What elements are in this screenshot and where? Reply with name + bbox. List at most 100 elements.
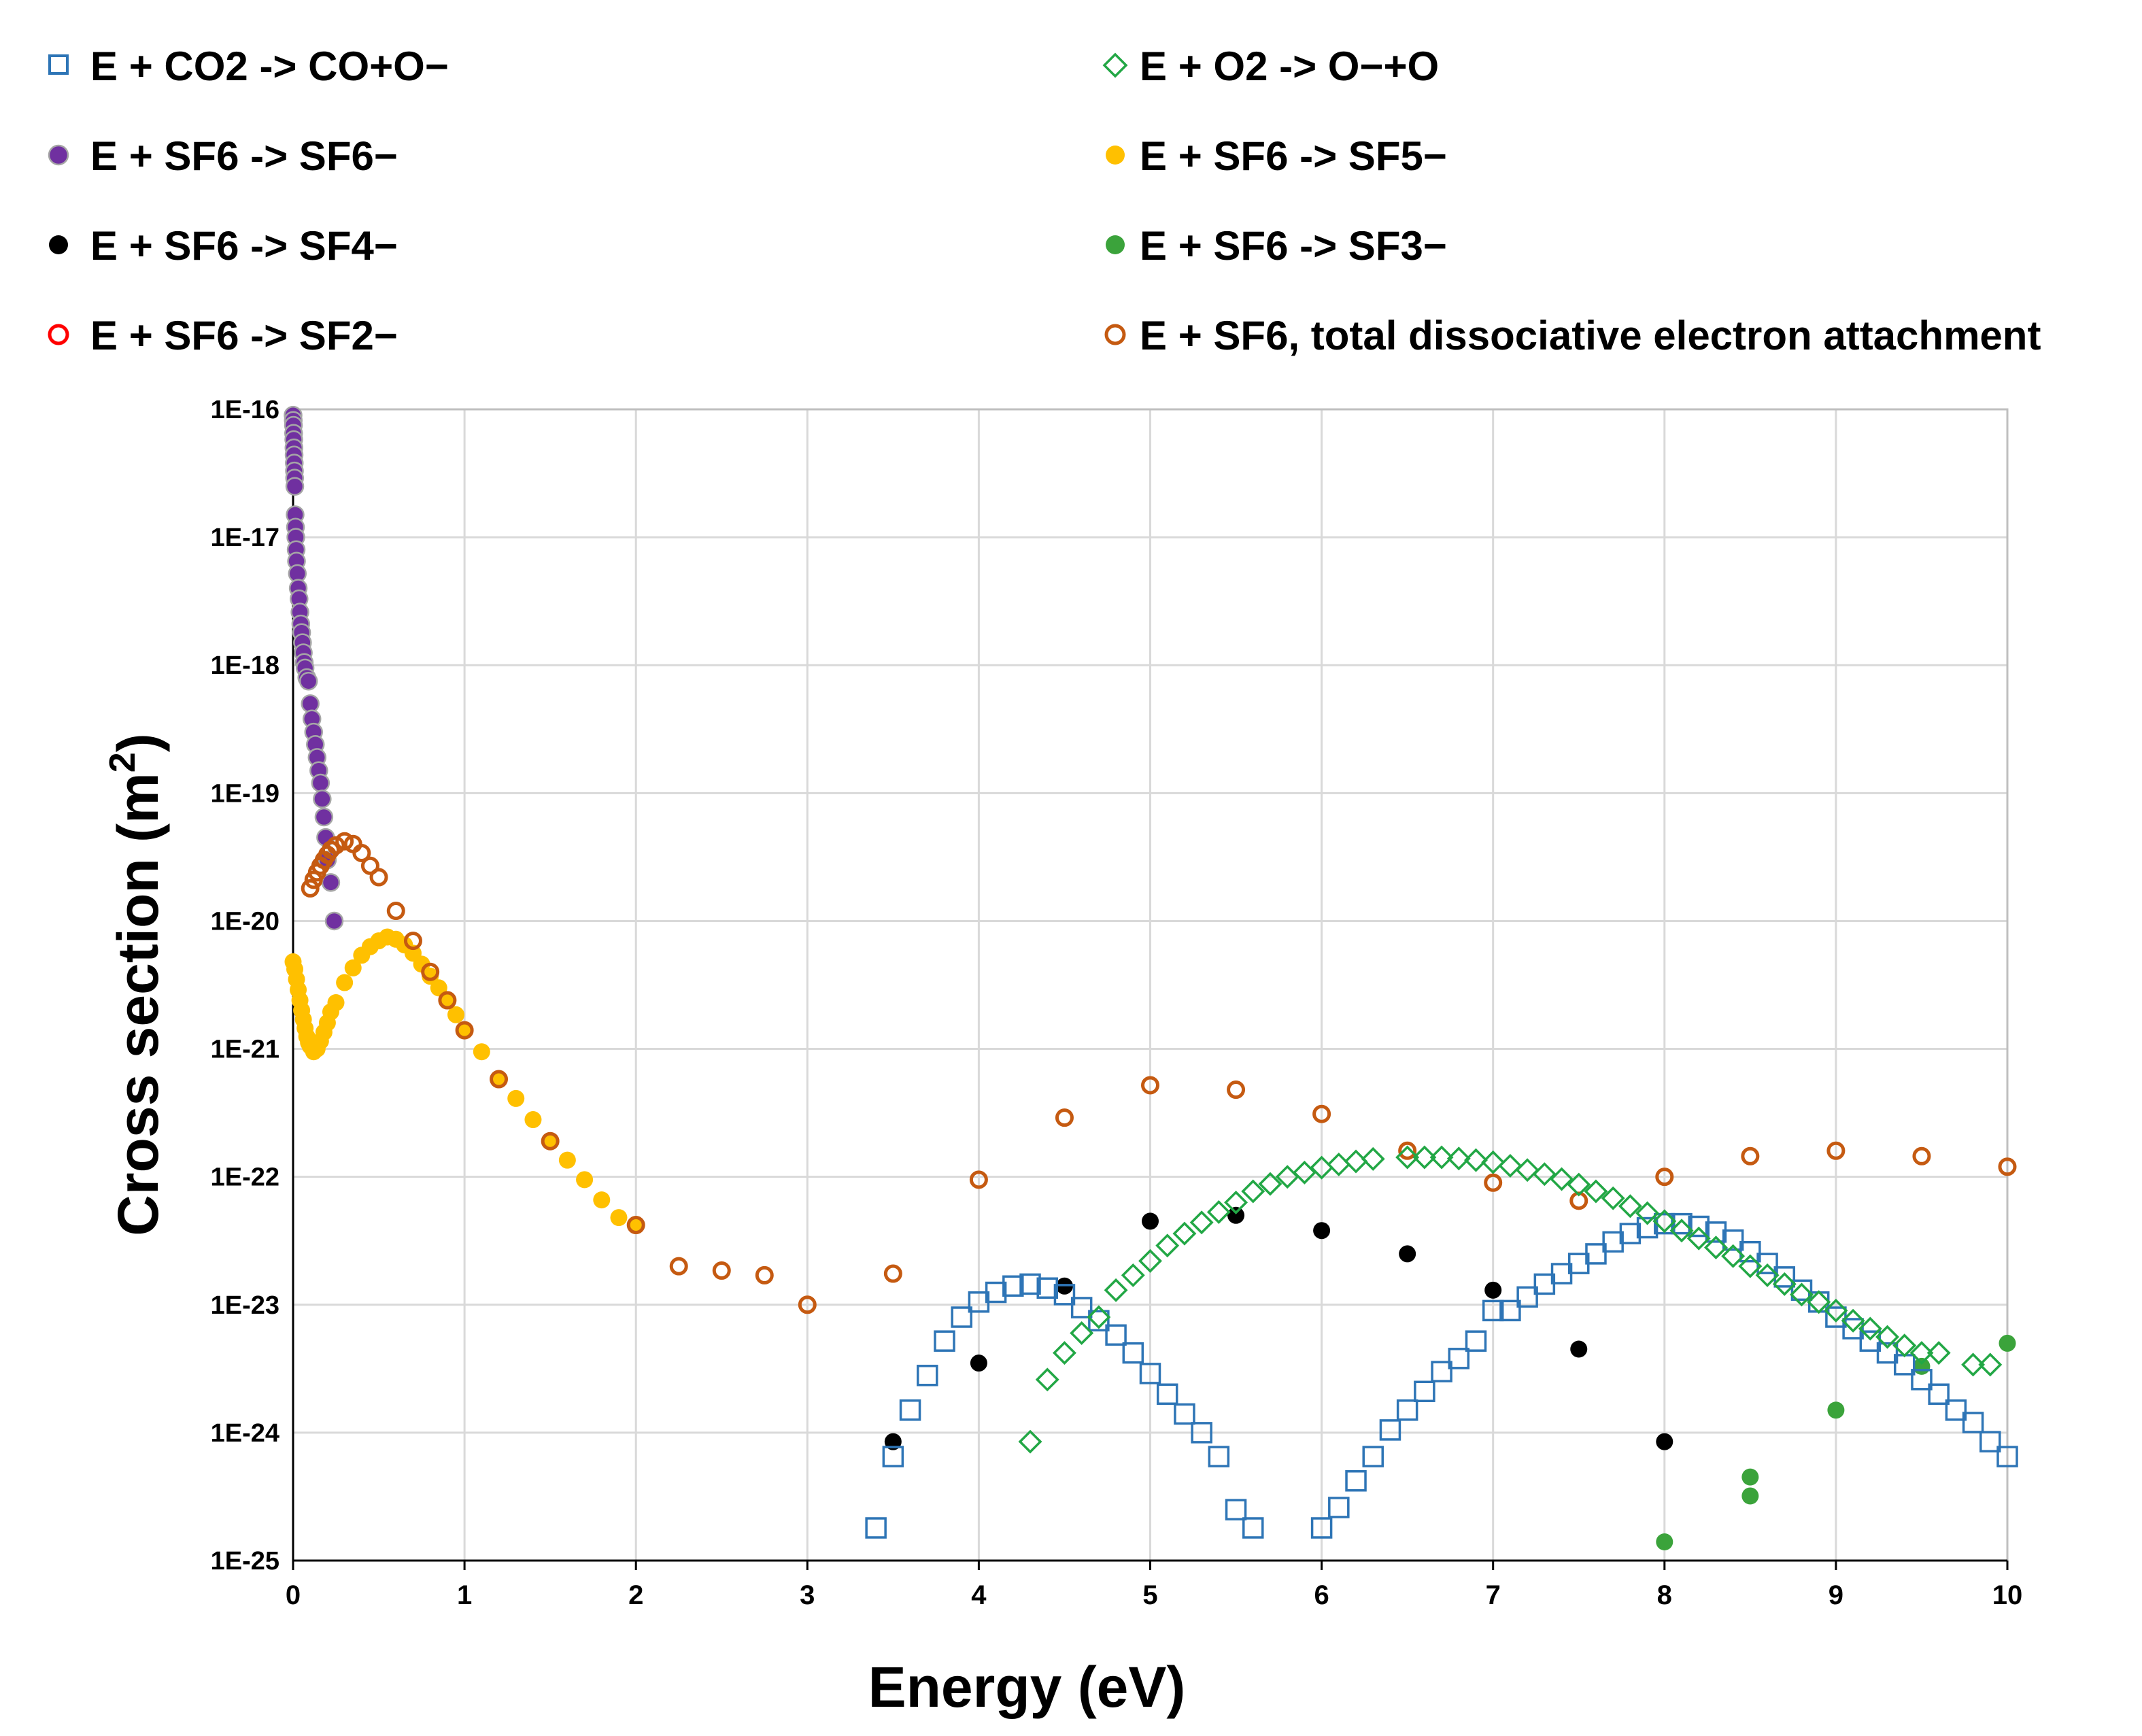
legend-item-total-dea: E + SF6, total dissociative electron att… bbox=[1104, 313, 2041, 358]
data-point bbox=[1962, 1412, 1984, 1433]
data-point bbox=[1206, 1200, 1231, 1225]
data-point bbox=[422, 968, 439, 985]
data-point bbox=[1652, 1209, 1677, 1233]
data-point bbox=[360, 856, 379, 875]
data-point bbox=[1619, 1223, 1642, 1244]
data-point bbox=[712, 1261, 731, 1280]
data-point bbox=[1498, 1153, 1523, 1178]
data-point bbox=[1999, 1334, 2016, 1352]
data-point bbox=[626, 1216, 645, 1235]
x-tick-label: 2 bbox=[628, 1580, 643, 1610]
data-point bbox=[344, 959, 362, 976]
legend-marker-total-dea bbox=[1104, 324, 1126, 345]
x-tick-label: 4 bbox=[971, 1580, 987, 1610]
data-point bbox=[352, 843, 371, 862]
data-point bbox=[1396, 1399, 1418, 1421]
x-tick-label: 0 bbox=[286, 1580, 301, 1610]
series-e-sf6-sf6 bbox=[284, 405, 344, 931]
data-point bbox=[951, 1306, 972, 1328]
data-point bbox=[1431, 1361, 1452, 1382]
legend-marker-sf5-minus bbox=[1106, 146, 1125, 165]
y-tick-label: 1E-23 bbox=[211, 1291, 279, 1320]
data-point bbox=[1601, 1186, 1625, 1210]
y-axis-title-sup: 2 bbox=[102, 752, 143, 772]
data-point bbox=[1584, 1179, 1608, 1204]
data-point bbox=[970, 1355, 987, 1372]
data-point bbox=[336, 974, 354, 991]
data-point bbox=[1550, 1167, 1574, 1191]
data-point bbox=[314, 807, 334, 827]
data-point bbox=[301, 879, 320, 898]
legend-label-sf4-minus: E + SF6 -> SF4− bbox=[90, 223, 398, 269]
data-point bbox=[421, 962, 440, 981]
data-point bbox=[455, 1021, 474, 1040]
data-point bbox=[326, 836, 345, 855]
data-point bbox=[1142, 1212, 1159, 1230]
y-tick-label: 1E-17 bbox=[211, 524, 279, 552]
data-point bbox=[865, 1517, 887, 1539]
data-point bbox=[1484, 1281, 1502, 1299]
data-point bbox=[1826, 1141, 1846, 1160]
data-point bbox=[1913, 1357, 1931, 1375]
data-point bbox=[1656, 1533, 1673, 1551]
data-point bbox=[883, 1264, 902, 1283]
data-point bbox=[1841, 1308, 1865, 1333]
data-point bbox=[1429, 1145, 1454, 1170]
data-point bbox=[430, 979, 447, 997]
data-point bbox=[1105, 1324, 1127, 1346]
x-tick-label: 3 bbox=[800, 1580, 815, 1610]
legend-item-sf6-minus: E + SF6 -> SF6− bbox=[48, 133, 398, 179]
y-tick-label: 1E-21 bbox=[211, 1036, 279, 1064]
data-point bbox=[1741, 1146, 1760, 1165]
data-point bbox=[1618, 1194, 1642, 1219]
data-point bbox=[1961, 1352, 1986, 1377]
data-points bbox=[284, 405, 2018, 1551]
data-point bbox=[311, 773, 330, 793]
data-point bbox=[1155, 1233, 1180, 1258]
legend-marker-sf3-minus bbox=[1106, 235, 1125, 254]
series-e-sf6-sf4 bbox=[884, 1206, 1673, 1450]
data-point bbox=[1585, 1243, 1607, 1265]
data-point bbox=[558, 1151, 576, 1169]
data-point bbox=[1345, 1470, 1367, 1492]
data-point bbox=[1705, 1221, 1727, 1243]
data-point bbox=[1516, 1286, 1538, 1308]
data-point bbox=[1227, 1206, 1245, 1224]
data-point bbox=[1465, 1330, 1487, 1352]
x-tick-label: 8 bbox=[1657, 1580, 1672, 1610]
data-point bbox=[1481, 1150, 1506, 1174]
y-axis-title-close: ) bbox=[106, 733, 170, 752]
data-point bbox=[1399, 1245, 1416, 1263]
data-point bbox=[1224, 1190, 1248, 1214]
data-point bbox=[1912, 1146, 1931, 1165]
data-point bbox=[1019, 1273, 1041, 1295]
data-point bbox=[1738, 1254, 1763, 1278]
data-point bbox=[1909, 1341, 1934, 1365]
data-point bbox=[324, 911, 344, 931]
legend-marker-sf6-minus bbox=[48, 144, 69, 166]
data-point bbox=[985, 1281, 1007, 1304]
y-axis-title-main: Cross section (m bbox=[106, 772, 170, 1236]
legend-label-sf6-minus: E + SF6 -> SF6− bbox=[90, 133, 398, 179]
data-point bbox=[1361, 1146, 1385, 1171]
data-point bbox=[1998, 1157, 2017, 1176]
data-point bbox=[1053, 1284, 1076, 1306]
data-point bbox=[1945, 1399, 1967, 1421]
data-point bbox=[593, 1191, 611, 1209]
data-point bbox=[507, 1089, 525, 1107]
x-tick-label: 6 bbox=[1314, 1580, 1329, 1610]
data-point bbox=[1515, 1158, 1540, 1182]
data-point bbox=[1258, 1172, 1282, 1196]
data-point bbox=[1225, 1499, 1247, 1520]
data-point bbox=[1892, 1333, 1917, 1358]
data-point bbox=[934, 1330, 955, 1352]
data-point bbox=[1464, 1148, 1488, 1172]
legend-item-o2: E + O2 -> O−+O bbox=[1102, 44, 1439, 89]
data-point bbox=[1842, 1318, 1864, 1340]
data-point bbox=[1858, 1316, 1882, 1341]
data-point bbox=[1827, 1401, 1845, 1419]
data-point bbox=[1807, 1290, 1831, 1314]
y-axis-title: Cross section (m2) bbox=[102, 733, 170, 1236]
